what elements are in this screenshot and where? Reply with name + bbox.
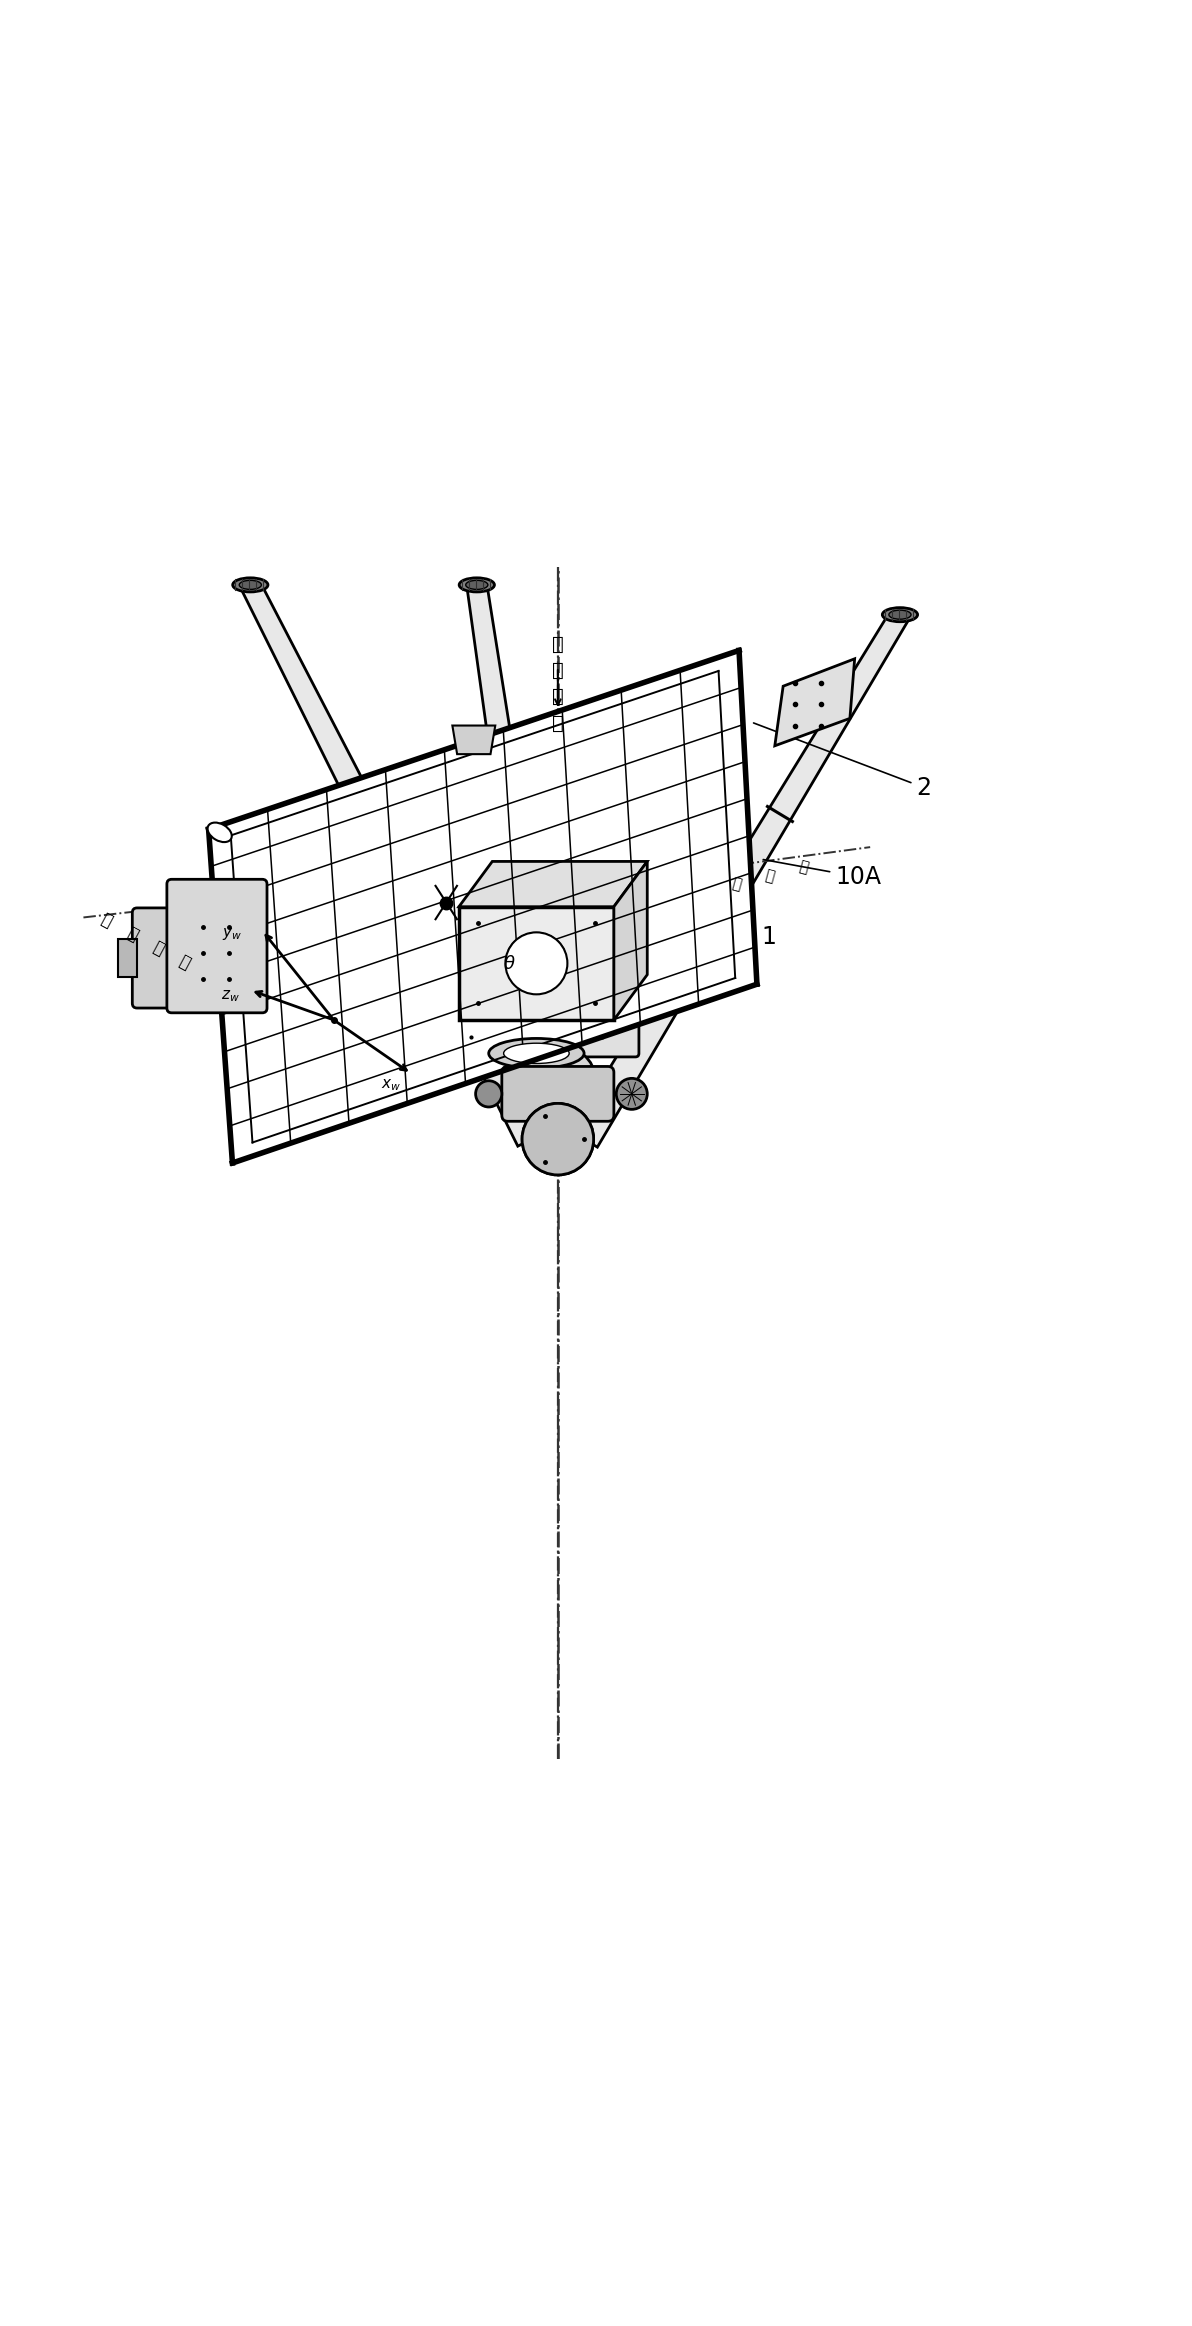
Ellipse shape (882, 607, 918, 621)
Ellipse shape (240, 582, 261, 588)
Text: 轴: 轴 (552, 714, 564, 733)
Text: 轴: 轴 (797, 858, 809, 877)
Text: 第: 第 (552, 635, 564, 654)
Text: 第: 第 (176, 951, 193, 972)
FancyBboxPatch shape (167, 879, 267, 1012)
Polygon shape (241, 579, 546, 1147)
Polygon shape (209, 651, 757, 1163)
Ellipse shape (521, 1047, 595, 1107)
Text: 轴: 轴 (98, 909, 114, 930)
Ellipse shape (232, 577, 268, 591)
Text: 转: 转 (124, 923, 141, 944)
Circle shape (522, 1103, 594, 1175)
Polygon shape (775, 658, 855, 747)
Text: 10A: 10A (763, 861, 881, 889)
Polygon shape (205, 912, 495, 1012)
Text: $x_w$: $x_w$ (381, 1077, 401, 1093)
Text: 1: 1 (640, 923, 776, 949)
Circle shape (476, 1082, 502, 1107)
Polygon shape (211, 870, 558, 893)
Text: 3: 3 (309, 847, 403, 882)
Polygon shape (459, 861, 647, 907)
Circle shape (616, 1079, 647, 1110)
Ellipse shape (207, 823, 231, 842)
Text: θ: θ (503, 956, 515, 972)
Text: 2: 2 (753, 723, 931, 800)
Text: 旋: 旋 (731, 875, 743, 893)
Text: 转: 转 (764, 868, 776, 884)
Text: 二: 二 (150, 937, 167, 958)
Ellipse shape (503, 1042, 569, 1063)
Ellipse shape (889, 609, 911, 619)
Bar (118, 940, 137, 977)
Polygon shape (614, 861, 647, 1021)
Ellipse shape (489, 1037, 584, 1068)
Circle shape (505, 933, 567, 993)
FancyBboxPatch shape (132, 907, 194, 1007)
Text: $y_w$: $y_w$ (223, 926, 242, 942)
Text: 一: 一 (552, 661, 564, 679)
FancyBboxPatch shape (434, 1016, 639, 1056)
Ellipse shape (466, 582, 488, 588)
Ellipse shape (459, 577, 495, 591)
Text: 转: 转 (552, 688, 564, 707)
Bar (459, 907, 614, 1021)
Circle shape (522, 1103, 594, 1175)
Polygon shape (571, 609, 908, 1147)
FancyBboxPatch shape (502, 1065, 614, 1121)
Polygon shape (467, 584, 573, 1133)
Polygon shape (452, 726, 495, 754)
Polygon shape (328, 868, 554, 907)
Text: $z_w$: $z_w$ (221, 989, 240, 1005)
